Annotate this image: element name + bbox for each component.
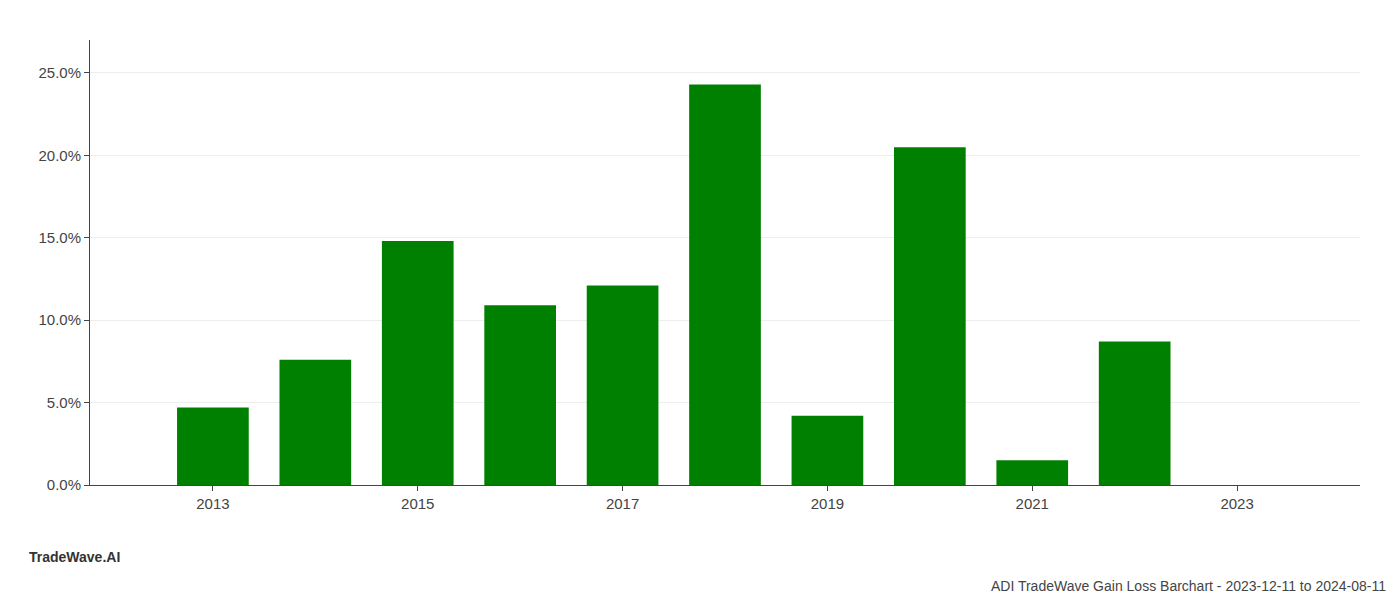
svg-text:10.0%: 10.0% xyxy=(38,311,81,328)
svg-text:2021: 2021 xyxy=(1016,495,1049,512)
svg-text:20.0%: 20.0% xyxy=(38,147,81,164)
svg-text:TradeWave.AI: TradeWave.AI xyxy=(29,549,120,565)
svg-text:2013: 2013 xyxy=(196,495,229,512)
svg-text:2015: 2015 xyxy=(401,495,434,512)
svg-text:2019: 2019 xyxy=(811,495,844,512)
svg-text:2017: 2017 xyxy=(606,495,639,512)
svg-text:2023: 2023 xyxy=(1220,495,1253,512)
svg-text:5.0%: 5.0% xyxy=(47,394,81,411)
svg-text:ADI TradeWave Gain Loss Barcha: ADI TradeWave Gain Loss Barchart - 2023-… xyxy=(991,578,1386,594)
svg-text:0.0%: 0.0% xyxy=(47,476,81,493)
svg-text:25.0%: 25.0% xyxy=(38,64,81,81)
svg-text:15.0%: 15.0% xyxy=(38,229,81,246)
